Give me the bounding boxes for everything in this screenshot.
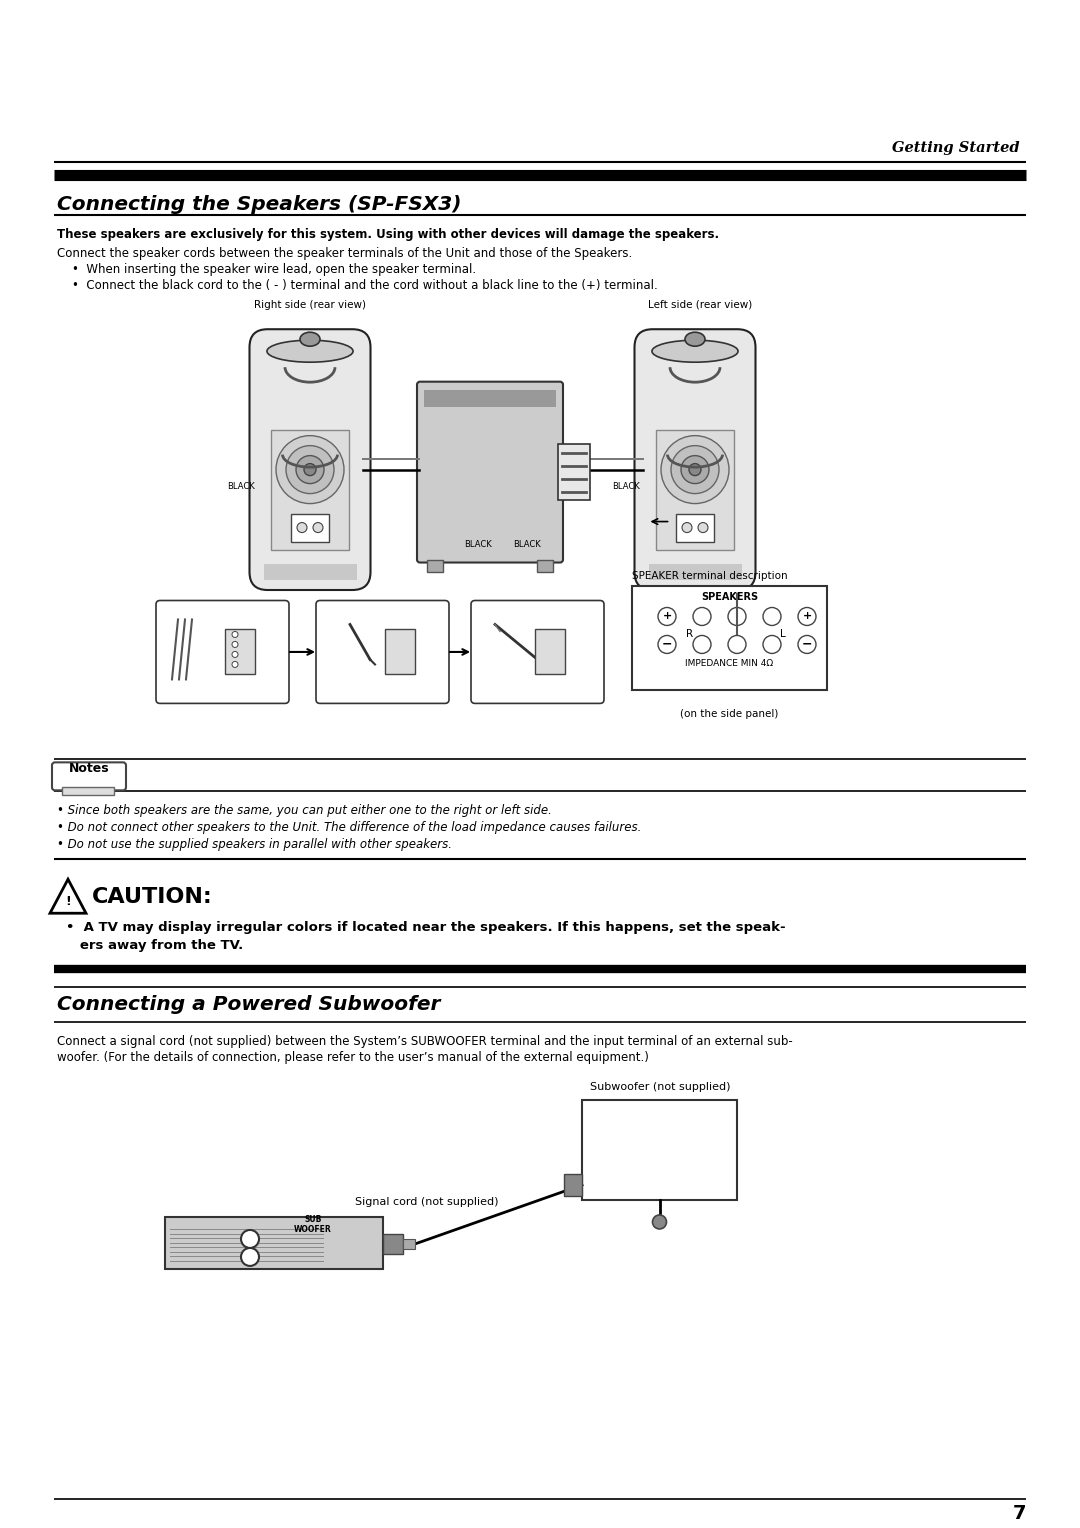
Text: R: R [687,630,693,640]
FancyBboxPatch shape [632,585,827,691]
Bar [656,429,734,550]
Circle shape [728,608,746,625]
Text: !: ! [65,895,71,908]
FancyBboxPatch shape [635,329,756,590]
Circle shape [276,435,345,504]
Text: SPEAKERS: SPEAKERS [701,593,758,602]
Text: Notes: Notes [69,762,109,775]
Bar [535,630,565,674]
Circle shape [661,435,729,504]
Bar [383,1235,403,1254]
Bar [271,429,349,550]
Bar [676,513,714,541]
Bar [384,630,415,674]
Text: Left side (rear view): Left side (rear view) [648,299,752,310]
Text: Getting Started: Getting Started [892,141,1020,154]
Text: •  A TV may display irregular colors if located near the speakers. If this happe: • A TV may display irregular colors if l… [66,921,785,934]
Circle shape [313,523,323,533]
Text: • Since both speakers are the same, you can put either one to the right or left : • Since both speakers are the same, you … [57,804,552,817]
Bar [225,630,255,674]
Circle shape [762,608,781,625]
Text: (on the side panel): (on the side panel) [680,709,779,720]
Text: Signal cord (not supplied): Signal cord (not supplied) [355,1196,499,1207]
Circle shape [671,446,719,494]
Text: 7: 7 [1013,1504,1026,1523]
Circle shape [693,636,711,654]
Text: Connecting a Powered Subwoofer: Connecting a Powered Subwoofer [57,995,441,1015]
Circle shape [693,608,711,625]
Circle shape [798,636,816,654]
Circle shape [658,608,676,625]
Bar [264,564,356,581]
Ellipse shape [267,341,353,362]
Bar [403,1239,415,1248]
FancyBboxPatch shape [316,601,449,703]
Circle shape [689,463,701,475]
Text: Subwoofer (not supplied): Subwoofer (not supplied) [590,1082,730,1093]
Text: BLACK: BLACK [611,483,639,490]
Circle shape [798,608,816,625]
Text: woofer. (For the details of connection, please refer to the user’s manual of the: woofer. (For the details of connection, … [57,1051,649,1063]
Circle shape [232,662,238,668]
Circle shape [652,1215,666,1229]
Text: L: L [780,630,786,640]
Circle shape [658,636,676,654]
Text: −: − [801,639,812,651]
Text: BLACK: BLACK [464,539,491,549]
Circle shape [728,636,746,654]
Bar [427,559,443,571]
Circle shape [241,1248,259,1265]
Ellipse shape [685,332,705,347]
Circle shape [303,463,316,475]
Circle shape [232,631,238,637]
FancyBboxPatch shape [471,601,604,703]
Circle shape [681,455,708,483]
Circle shape [698,523,708,533]
Text: Right side (rear view): Right side (rear view) [254,299,366,310]
Bar [648,564,742,581]
FancyBboxPatch shape [156,601,289,703]
Ellipse shape [652,341,738,362]
Text: +: + [802,611,812,622]
Circle shape [241,1230,259,1248]
Circle shape [286,446,334,494]
Text: BLACK: BLACK [227,483,255,490]
Circle shape [681,523,692,533]
Bar [558,445,590,500]
Bar [291,513,329,541]
Text: •  Connect the black cord to the ( - ) terminal and the cord without a black lin: • Connect the black cord to the ( - ) te… [72,278,658,292]
Ellipse shape [300,332,320,347]
Text: Connect the speaker cords between the speaker terminals of the Unit and those of: Connect the speaker cords between the sp… [57,248,632,260]
Text: ers away from the TV.: ers away from the TV. [66,940,243,952]
Bar [424,390,556,406]
Text: Connecting the Speakers (SP-FSX3): Connecting the Speakers (SP-FSX3) [57,196,461,214]
Text: These speakers are exclusively for this system. Using with other devices will da: These speakers are exclusively for this … [57,228,719,241]
FancyBboxPatch shape [52,762,126,790]
FancyBboxPatch shape [417,382,563,562]
Text: • Do not connect other speakers to the Unit. The difference of the load impedanc: • Do not connect other speakers to the U… [57,822,642,834]
Circle shape [296,455,324,483]
Polygon shape [50,879,86,914]
Circle shape [297,523,307,533]
Bar [165,1216,383,1268]
Circle shape [232,651,238,657]
Bar [564,1174,582,1196]
Bar [537,559,553,571]
Circle shape [232,642,238,648]
FancyBboxPatch shape [249,329,370,590]
Text: • Do not use the supplied speakers in parallel with other speakers.: • Do not use the supplied speakers in pa… [57,839,453,851]
Text: •  When inserting the speaker wire lead, open the speaker terminal.: • When inserting the speaker wire lead, … [72,263,476,275]
Text: SPEAKER terminal description: SPEAKER terminal description [632,570,787,581]
Text: CAUTION:: CAUTION: [92,888,213,908]
Text: Connect a signal cord (not supplied) between the System’s SUBWOOFER terminal and: Connect a signal cord (not supplied) bet… [57,1034,793,1048]
Text: +: + [662,611,672,622]
Bar [582,1100,737,1199]
Text: −: − [662,639,672,651]
Text: BLACK: BLACK [513,539,541,549]
Text: IMPEDANCE MIN 4Ω: IMPEDANCE MIN 4Ω [686,660,773,668]
Text: SUB
WOOFER: SUB WOOFER [294,1215,332,1233]
Circle shape [762,636,781,654]
Bar [62,787,114,796]
